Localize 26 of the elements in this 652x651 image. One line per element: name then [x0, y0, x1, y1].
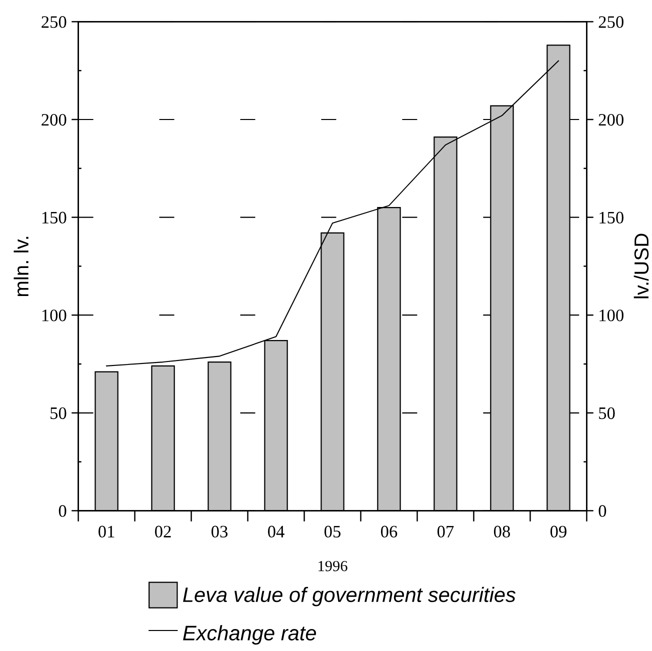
legend-label: Exchange rate	[183, 625, 316, 645]
x-axis-title: 1996	[318, 560, 348, 572]
y2-axis-title: lv./USD	[634, 234, 649, 298]
y2-tick-label: 200	[598, 114, 624, 126]
x-tick-label: 07	[437, 526, 454, 538]
y-tick-label: 50	[50, 407, 66, 420]
x-tick-label: 02	[155, 526, 171, 538]
y-tick-label: 0	[58, 505, 66, 517]
y-tick-label: 250	[42, 16, 66, 28]
legend-label: Leva value of government securities	[183, 586, 516, 606]
y2-tick-label: 250	[598, 16, 624, 28]
y-axis-title: mln. lv.	[14, 236, 28, 296]
x-tick-label: 09	[550, 526, 566, 538]
y2-tick-label: 150	[600, 212, 624, 224]
y2-tick-label: 100	[600, 310, 624, 322]
x-tick-label: 04	[268, 526, 284, 538]
x-tick-label: 05	[324, 526, 340, 538]
x-tick-label: 06	[380, 526, 398, 538]
y2-tick-label: 0	[598, 505, 606, 517]
x-tick-label: 03	[212, 526, 228, 538]
y2-tick-label: 50	[599, 407, 615, 420]
y-tick-label: 200	[42, 114, 66, 126]
x-tick-label: 01	[98, 526, 114, 538]
y-tick-label: 150	[42, 212, 66, 224]
x-tick-label: 08	[494, 526, 510, 538]
y-tick-label: 100	[42, 310, 66, 322]
